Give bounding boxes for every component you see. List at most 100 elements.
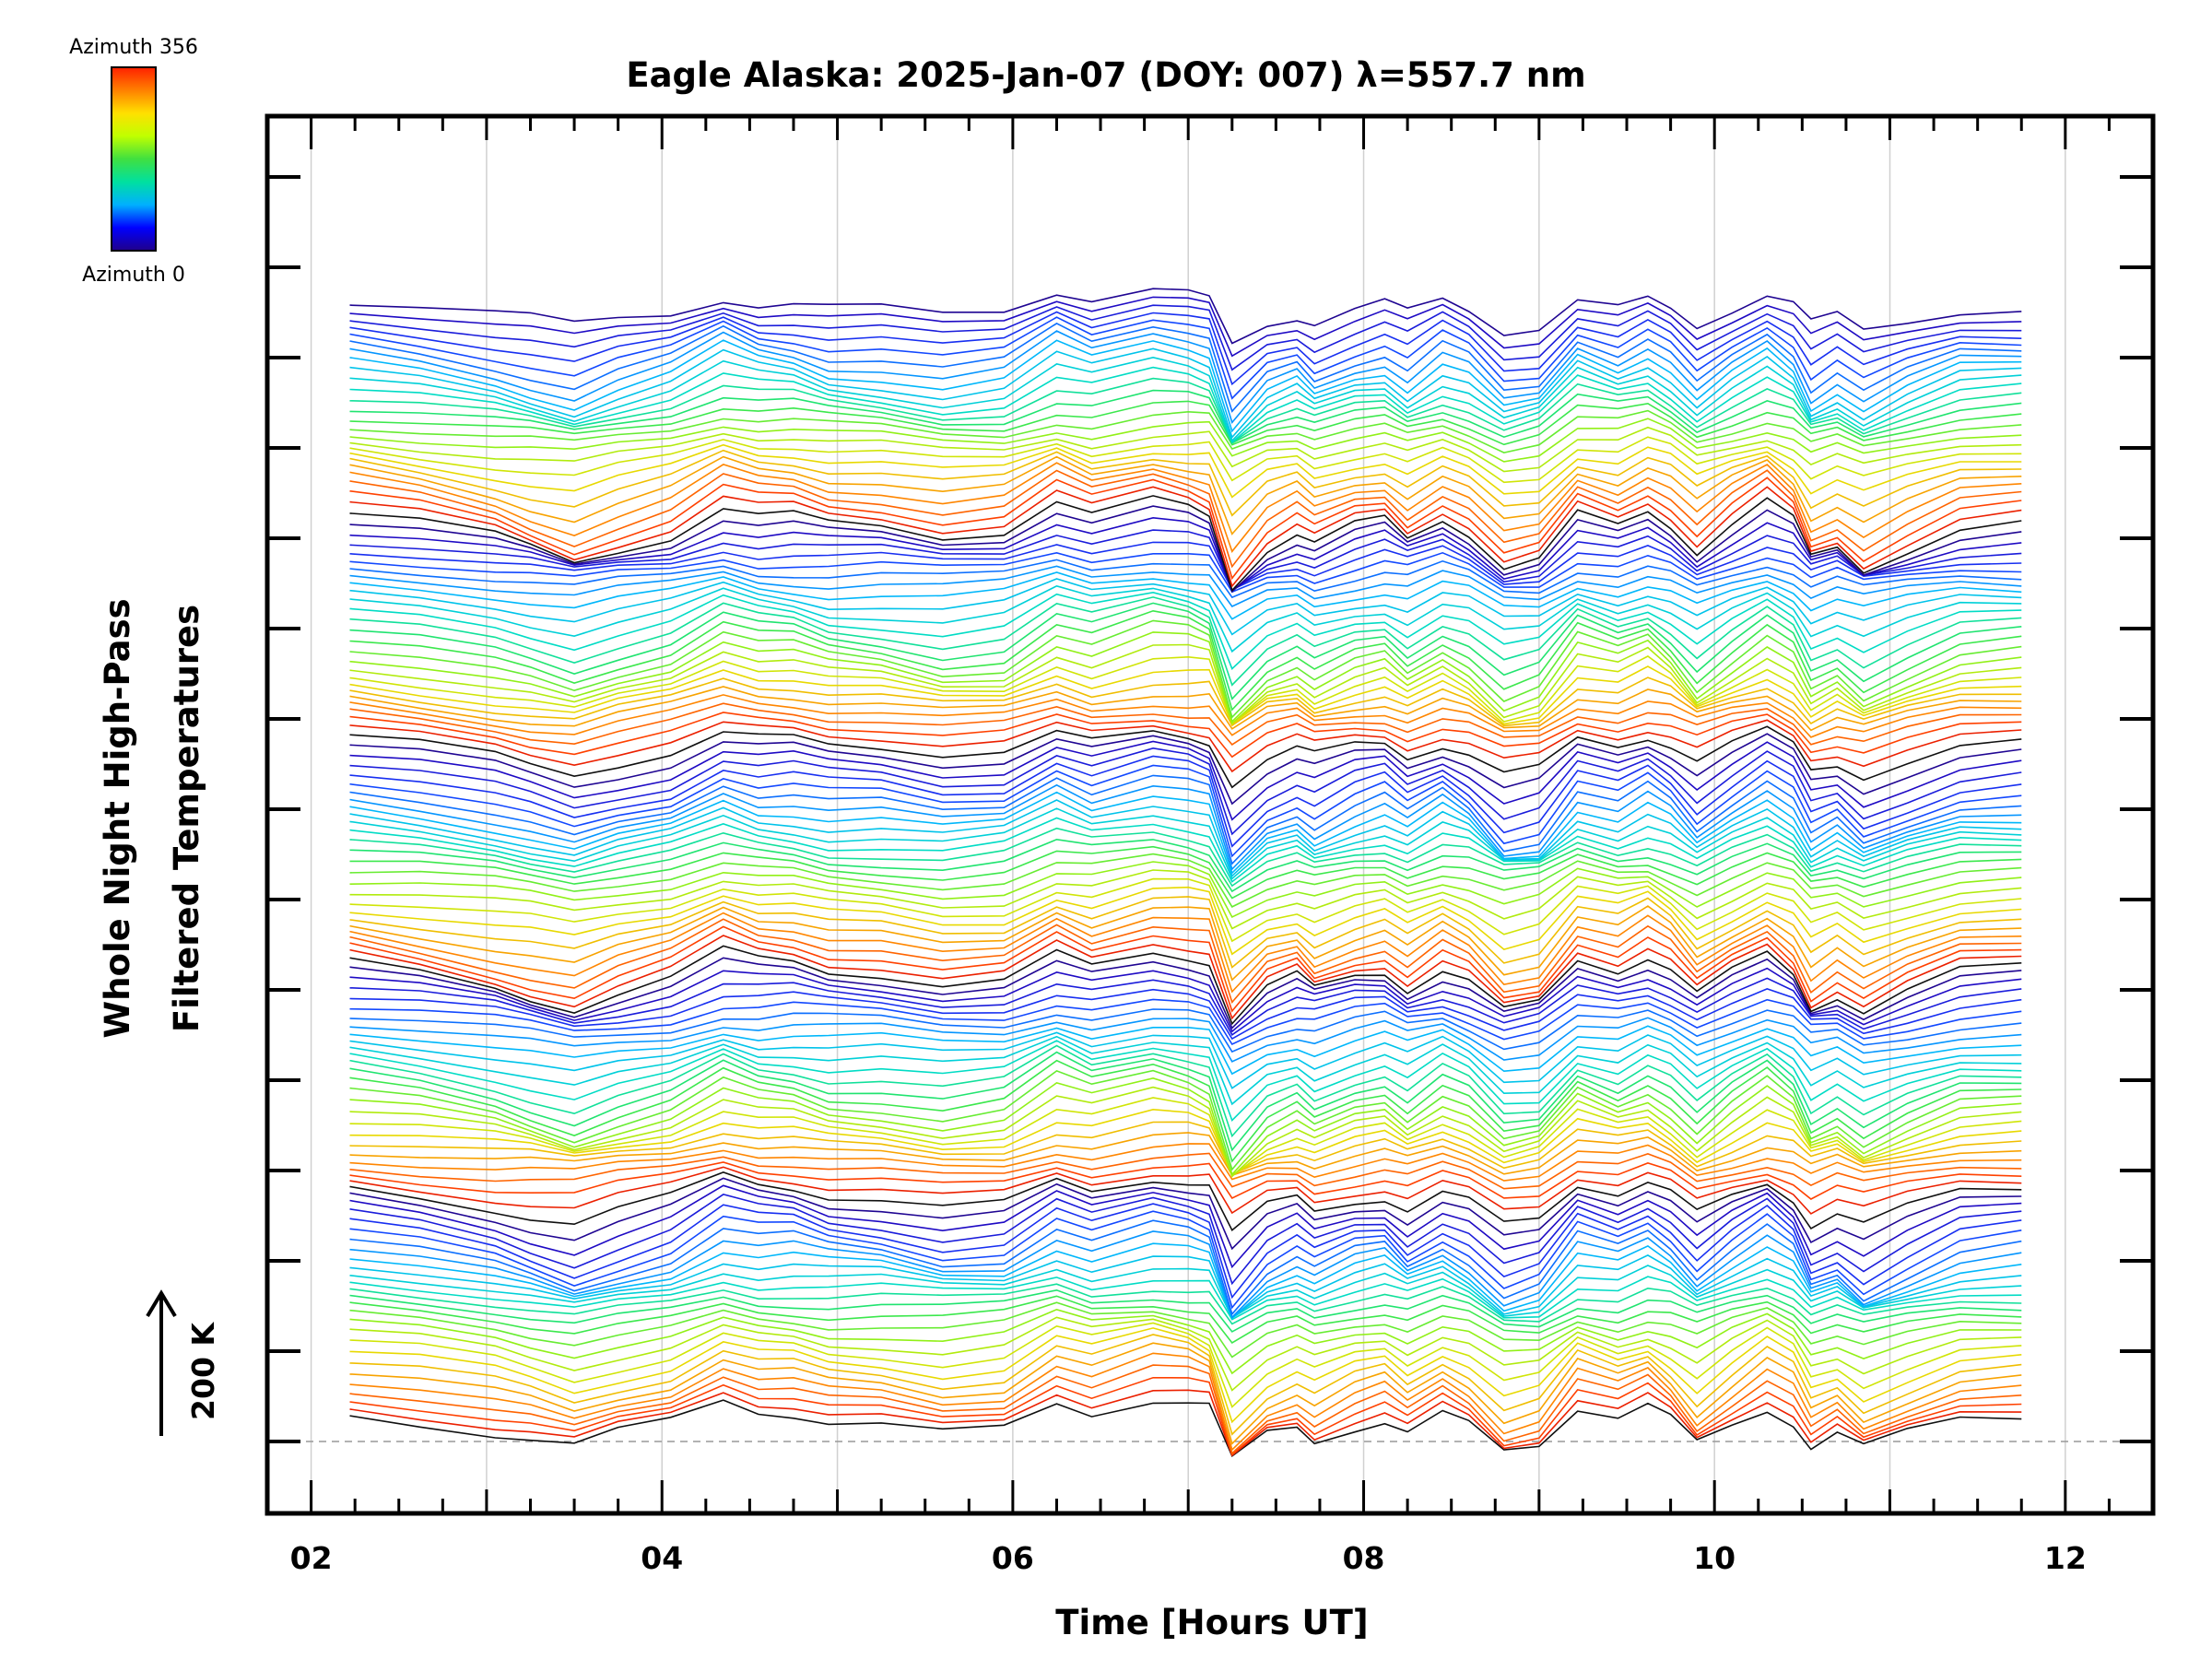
temperature-trace [349,1025,2022,1076]
temperature-trace [349,486,2022,588]
temperature-trace [349,1322,2022,1408]
temperature-trace [349,1283,2022,1325]
temperature-trace [349,1077,2022,1176]
temperature-trace [349,591,2022,670]
temperature-trace [349,1171,2022,1231]
temperature-trace [349,1389,2022,1457]
temperature-trace [349,686,2022,732]
temperature-trace [349,356,2022,442]
y-axis-label-line1: Whole Night High-Pass [98,598,137,1038]
temperature-trace [349,1399,2022,1458]
temperature-trace [349,584,2022,653]
temperature-trace [349,1051,2022,1152]
temperature-trace [349,764,2022,858]
temperature-trace [349,1086,2022,1178]
temperature-trace [349,609,2022,712]
temperature-trace [349,1230,2022,1319]
temperature-trace [349,665,2022,725]
temperature-trace [349,896,2022,969]
x-tick-label: 12 [2044,1540,2087,1576]
temperature-trace [349,462,2022,553]
temperature-trace [349,1295,2022,1345]
temperature-trace [349,409,2022,453]
x-axis-label: Time [Hours UT] [1055,1603,1368,1642]
temperature-trace [349,1288,2022,1333]
temperature-trace [349,505,2022,594]
temperature-trace [349,886,2022,956]
azimuth-colorbar [111,66,157,252]
temperature-trace [349,719,2022,773]
temperature-trace [349,571,2022,620]
x-tick-label: 04 [641,1540,683,1576]
plot-frame [265,113,2156,1516]
temperature-trace [349,436,2022,484]
temperature-trace [349,347,2022,439]
temperature-trace [349,339,2022,433]
temperature-trace [349,791,2022,875]
temperature-trace [349,845,2022,900]
temperature-trace [349,1184,2022,1269]
x-tick-label: 08 [1343,1540,1385,1576]
temperature-trace [349,817,2022,883]
y-axis-label-line2: Filtered Temperatures [167,605,206,1032]
temperature-trace [349,694,2022,738]
temperature-trace [349,449,2022,517]
temperature-trace [349,1177,2022,1251]
temperature-trace [349,288,2022,345]
temperature-trace [349,559,2022,599]
temperature-trace [349,967,2022,1033]
temperature-trace [349,1301,2022,1359]
temperature-trace [349,755,2022,848]
x-tick-label: 02 [290,1540,333,1576]
temperature-trace [349,747,2022,836]
temperature-trace [349,602,2022,700]
temperature-trace [349,1308,2022,1375]
temperature-trace [349,1031,2022,1089]
temperature-trace [349,565,2022,608]
temperature-trace [349,495,2022,593]
temperature-trace [349,1152,2022,1190]
temperature-trace [349,1352,2022,1452]
temperature-trace [349,1194,2022,1286]
temperature-trace [349,853,2022,908]
temperature-trace [349,1276,2022,1321]
temperature-trace [349,1210,2022,1310]
temperature-trace [349,389,2022,444]
colorbar-top-label: Azimuth 356 [69,36,198,59]
temperature-trace [349,998,2022,1046]
temperature-trace [349,905,2022,982]
temperature-trace [349,469,2022,569]
temperature-trace [349,1342,2022,1445]
temperature-trace [349,1265,2022,1319]
temperature-trace [349,827,2022,888]
temperature-trace [349,783,2022,871]
temperature-trace [349,1132,2022,1177]
temperature-trace [349,1203,2022,1300]
x-tick-label: 06 [992,1540,1034,1576]
temperature-trace [349,400,2022,446]
temperature-trace [349,733,2022,806]
temperature-trace [349,1316,2022,1392]
temperature-trace [349,1008,2022,1053]
temperature-trace [349,631,2022,724]
temperature-trace [349,1253,2022,1320]
temperature-trace [349,477,2022,581]
temperature-trace [349,774,2022,865]
temperature-trace [349,643,2022,725]
temperature-trace [349,1242,2022,1320]
temperature-trace [349,1044,2022,1138]
temperature-trace [349,945,2022,1026]
temperature-trace [349,1097,2022,1178]
temperature-trace [349,877,2022,943]
temperature-trace [349,677,2022,727]
temperature-trace [349,316,2022,400]
temperature-trace [349,596,2022,687]
temperature-trace [349,578,2022,636]
temperature-trace [349,1059,2022,1163]
plot-axes: 02 04 06 08 10 12 [265,113,2156,1576]
temperature-trace [349,529,2022,592]
temperature-trace [349,1364,2022,1455]
temperature-trace [349,861,2022,919]
temperature-trace [349,912,2022,994]
